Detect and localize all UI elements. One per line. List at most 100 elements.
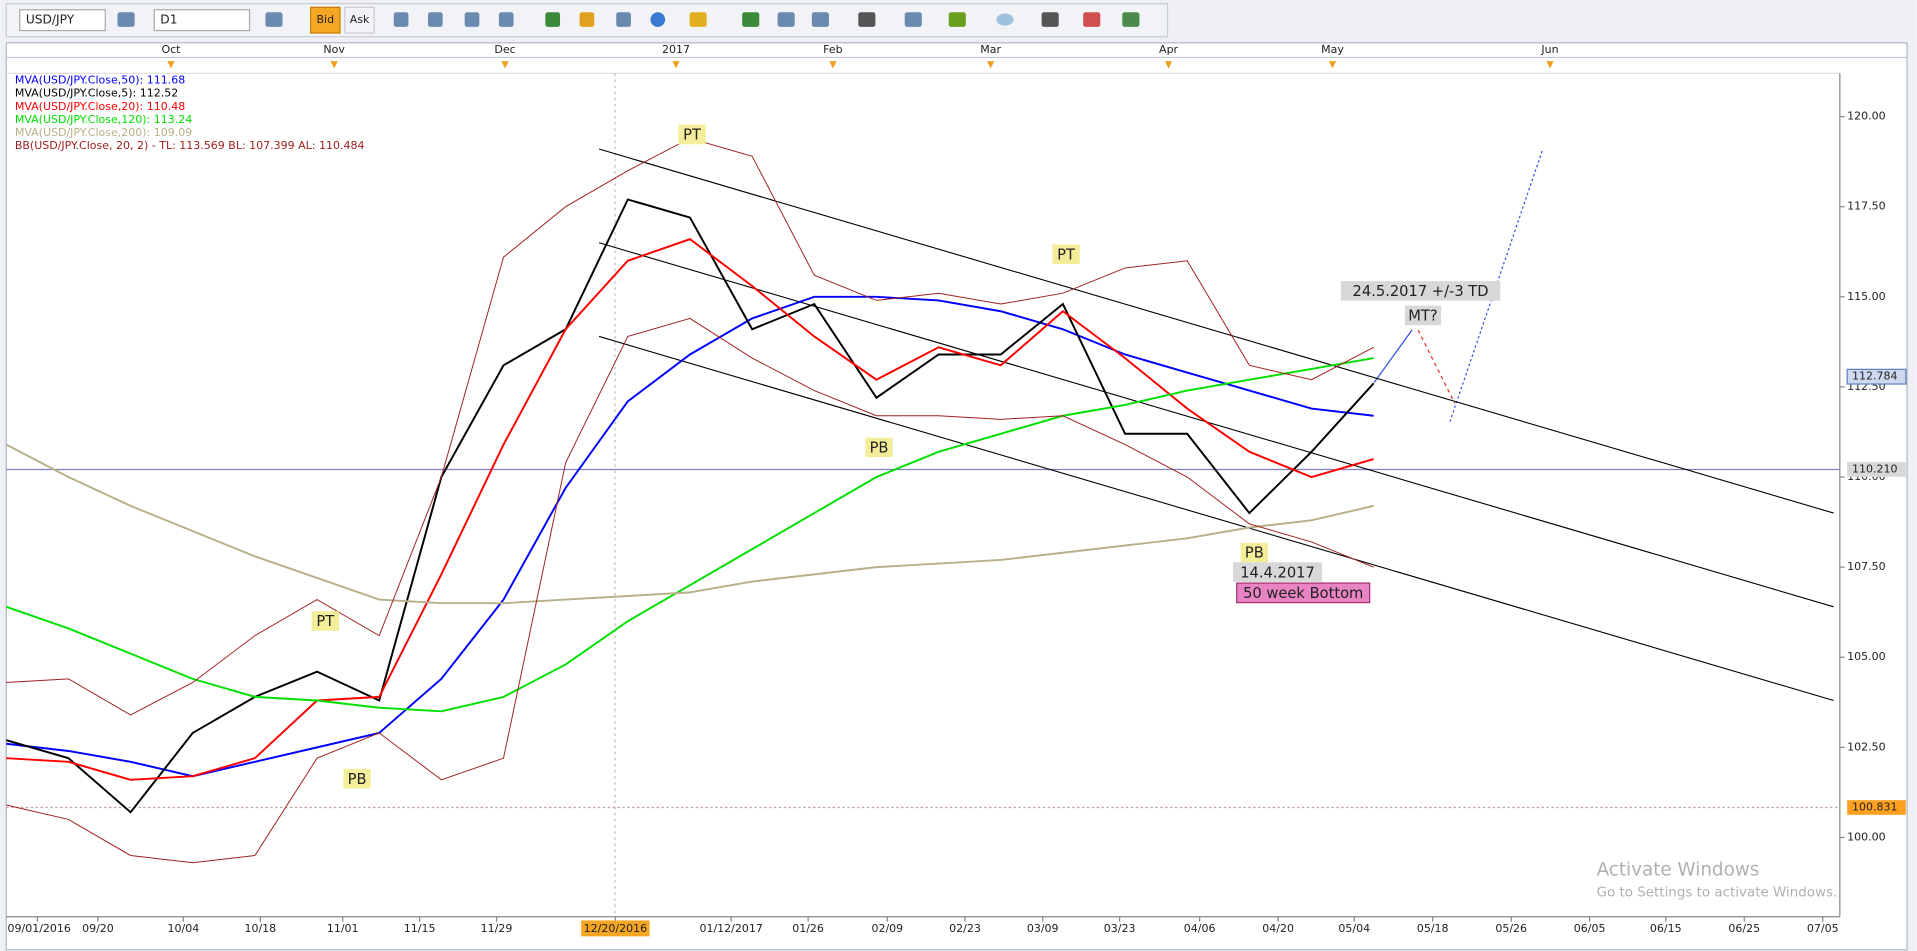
x-tick-label: 04/06 — [1184, 922, 1216, 935]
month-label: Feb — [823, 43, 842, 56]
icon[interactable] — [1122, 12, 1140, 27]
ask-button[interactable] — [344, 6, 375, 34]
annotation-box — [343, 768, 371, 789]
month-label: 2017 — [662, 43, 690, 56]
indicator-line — [6, 295, 1374, 778]
y-tick-label: 105.00 — [1847, 650, 1886, 663]
month-marker — [1328, 61, 1337, 69]
indicator-line — [6, 238, 1374, 781]
x-tick-label: 10/18 — [244, 922, 276, 935]
month-label: Dec — [494, 43, 515, 56]
icon[interactable] — [1041, 12, 1059, 27]
price-tag-label: 110.210 — [1852, 462, 1898, 475]
y-tick-label: 120.00 — [1847, 110, 1886, 123]
icon[interactable] — [464, 12, 480, 27]
annotation: 24.5.2017 +/-3 TD — [1353, 283, 1489, 300]
icon[interactable] — [265, 12, 283, 27]
x-tick-label: 09/01/2016 — [8, 922, 71, 935]
icon[interactable] — [498, 12, 514, 27]
trend-channel — [598, 148, 1834, 514]
annotation: 50 week Bottom — [1243, 585, 1363, 602]
icon[interactable] — [742, 12, 760, 27]
bid-button[interactable] — [310, 6, 341, 34]
annotation: PB — [348, 771, 367, 788]
month-marker — [167, 61, 175, 69]
x-tick-label: 04/20 — [1262, 922, 1294, 935]
x-tick-label: 02/23 — [949, 922, 981, 935]
timeframe-select[interactable] — [153, 9, 251, 32]
symbol-select[interactable] — [19, 9, 106, 32]
annotation-box — [678, 124, 706, 145]
timeframe: D1 — [160, 13, 177, 27]
annotation: PT — [683, 127, 701, 144]
toolbar-icons — [117, 12, 1140, 27]
icon[interactable] — [650, 12, 666, 27]
price-tag — [1847, 800, 1906, 815]
month-marker — [1546, 61, 1554, 69]
month-label: Apr — [1159, 43, 1179, 56]
icon[interactable] — [904, 12, 922, 27]
trend-channel — [598, 242, 1834, 608]
annotation-box — [1052, 244, 1080, 265]
annotation: MT? — [1408, 308, 1437, 325]
x-tick-label: 09/20 — [82, 922, 114, 935]
x-tick-label: 05/18 — [1417, 922, 1449, 935]
y-tick-label: 117.50 — [1847, 200, 1886, 213]
x-tick-label: 10/04 — [168, 922, 200, 935]
x-tick-label: 12/20/2016 — [584, 922, 647, 935]
highlight — [581, 920, 650, 937]
icon[interactable] — [811, 12, 829, 27]
chart-frame — [5, 42, 1908, 951]
x-tick-label: 11/15 — [404, 922, 436, 935]
icon[interactable] — [689, 12, 707, 27]
x-tick-label: 06/15 — [1650, 922, 1682, 935]
icon[interactable] — [777, 12, 795, 27]
x-tick-label: 03/23 — [1104, 922, 1136, 935]
x-tick-label: 06/05 — [1574, 922, 1606, 935]
annotation-box — [1233, 562, 1323, 582]
month-label: Jun — [1540, 43, 1558, 56]
icon[interactable] — [427, 12, 443, 27]
icon[interactable] — [117, 12, 135, 27]
icon[interactable] — [393, 12, 409, 27]
current-price-label: 112.784 — [1852, 370, 1898, 383]
x-tick-label: 02/09 — [871, 922, 903, 935]
indicator-line — [5, 443, 1374, 605]
projection-line — [1417, 329, 1456, 404]
icon[interactable] — [545, 12, 561, 27]
annotation: PT — [316, 613, 334, 630]
icon[interactable] — [948, 12, 966, 27]
legend-entry: MVA(USD/JPY.Close,50): 111.68 — [15, 74, 185, 87]
annotation-box — [1404, 305, 1442, 326]
annotation: PB — [1245, 545, 1264, 562]
y-tick-label: 102.50 — [1847, 740, 1886, 753]
icon[interactable] — [579, 12, 595, 27]
month-label: Oct — [161, 43, 181, 56]
annotation: PT — [1057, 246, 1075, 263]
x-tick-label: 05/26 — [1495, 922, 1527, 935]
icon[interactable] — [858, 12, 876, 27]
icon[interactable] — [996, 13, 1014, 26]
x-tick-label: 01/12/2017 — [699, 922, 762, 935]
annotation: 14.4.2017 — [1240, 564, 1315, 581]
legend-entry: MVA(USD/JPY.Close,20): 110.48 — [15, 100, 185, 113]
price-tag — [1847, 462, 1906, 477]
projection-line — [1373, 329, 1413, 383]
month-label: Nov — [323, 43, 345, 56]
icon[interactable] — [1083, 12, 1101, 27]
x-tick-label: 03/09 — [1027, 922, 1059, 935]
month-label: May — [1321, 43, 1344, 56]
legend-entry: MVA(USD/JPY.Close,5): 112.52 — [15, 87, 178, 100]
month-marker — [829, 61, 837, 69]
ask-label: Ask — [350, 13, 370, 26]
legend-entry: MVA(USD/JPY.Close,120): 113.24 — [15, 113, 192, 126]
indicator-line — [5, 357, 1374, 713]
x-tick-label: 05/04 — [1338, 922, 1370, 935]
x-tick-label: 11/01 — [327, 922, 359, 935]
price-tag-label: 100.831 — [1852, 801, 1898, 814]
icon[interactable] — [616, 12, 631, 27]
annotation: PB — [870, 440, 889, 457]
legend-entry: BB(USD/JPY.Close, 20, 2) - TL: 113.569 B… — [15, 139, 365, 152]
